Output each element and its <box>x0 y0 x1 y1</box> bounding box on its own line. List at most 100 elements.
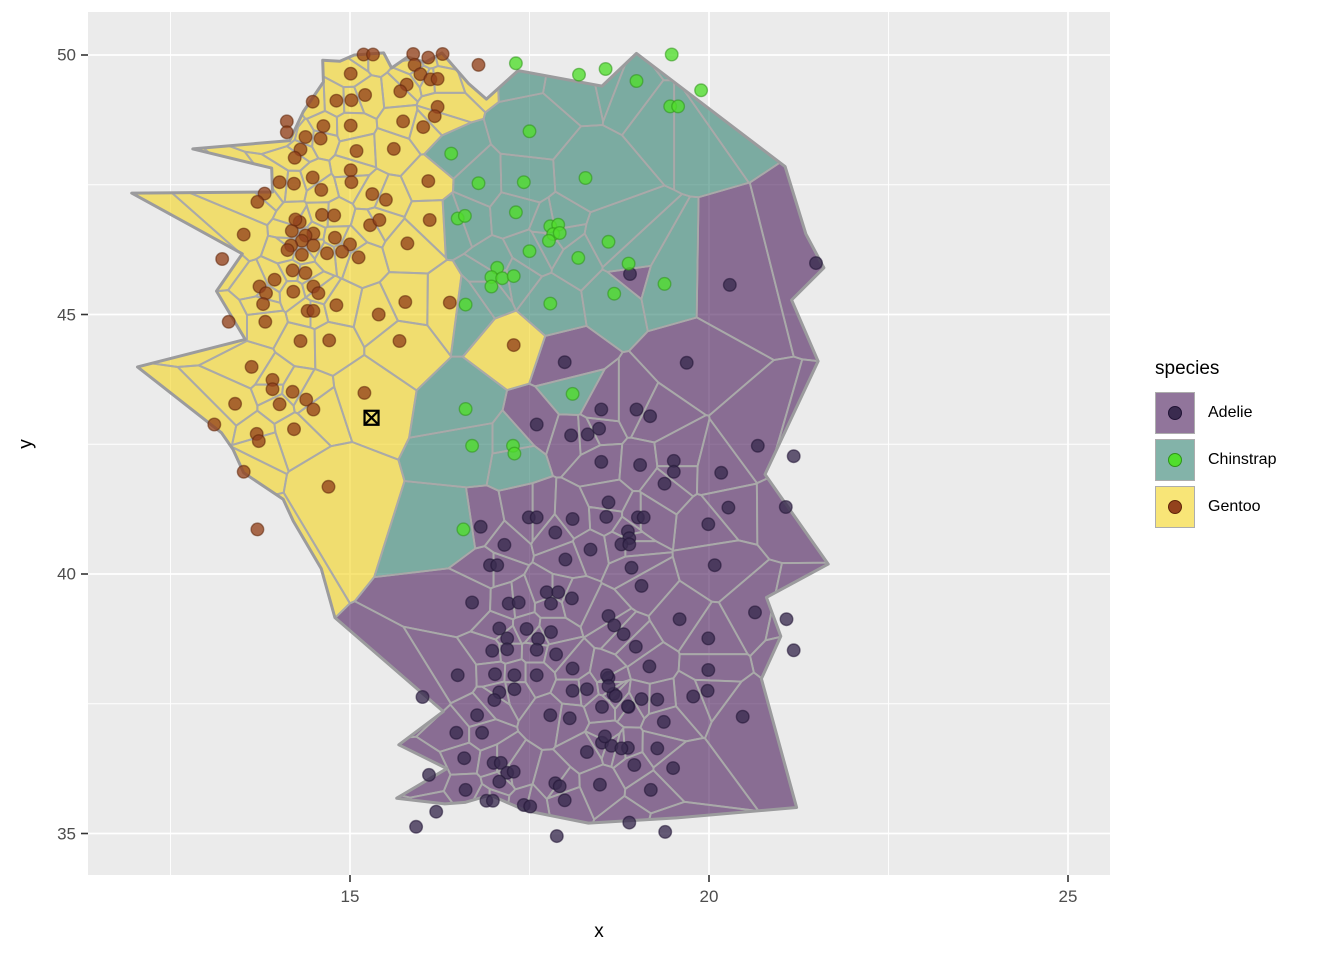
data-point <box>572 67 587 82</box>
data-point <box>272 175 287 190</box>
data-point <box>565 386 580 401</box>
legend-label-chinstrap: Chinstrap <box>1208 451 1277 468</box>
data-point <box>250 522 265 537</box>
data-point <box>506 764 521 779</box>
data-point <box>487 693 502 708</box>
data-point <box>786 449 801 464</box>
data-point <box>256 297 271 312</box>
data-point <box>449 725 464 740</box>
data-point <box>457 208 472 223</box>
data-point <box>735 709 750 724</box>
data-point <box>779 612 794 627</box>
data-point <box>551 585 566 600</box>
data-point <box>416 120 431 135</box>
data-point <box>543 296 558 311</box>
data-point <box>597 729 612 744</box>
data-point <box>322 333 337 348</box>
data-point <box>430 71 445 86</box>
data-point <box>393 84 408 99</box>
data-point <box>500 642 515 657</box>
data-point <box>592 777 607 792</box>
data-point <box>287 422 302 437</box>
y-axis-title: y <box>15 438 37 449</box>
y-tick-label: 45 <box>57 305 76 324</box>
data-point <box>458 402 473 417</box>
data-point <box>523 799 538 814</box>
data-point <box>598 62 613 77</box>
axis-ticks <box>81 54 1069 882</box>
data-point <box>335 244 350 259</box>
data-point <box>298 266 313 281</box>
data-point <box>565 683 580 698</box>
data-point <box>656 714 671 729</box>
data-point <box>365 187 380 202</box>
data-point <box>622 815 637 830</box>
data-point <box>207 417 222 432</box>
data-point <box>714 465 729 480</box>
data-point <box>628 639 643 654</box>
voronoi-cell <box>461 309 547 392</box>
y-tick-label: 50 <box>57 45 76 65</box>
data-point <box>471 176 486 191</box>
data-point <box>215 251 230 266</box>
data-point <box>543 708 558 723</box>
data-points <box>207 47 824 844</box>
data-point <box>228 396 243 411</box>
data-point <box>508 205 523 220</box>
data-point <box>548 525 563 540</box>
data-point <box>508 56 523 71</box>
data-point <box>366 47 381 62</box>
data-point <box>497 537 512 552</box>
data-point <box>809 256 824 271</box>
data-point <box>507 682 522 697</box>
data-point <box>657 476 672 491</box>
data-point <box>343 163 358 178</box>
data-point <box>633 458 648 473</box>
data-point <box>386 141 401 156</box>
data-point <box>629 73 644 88</box>
data-point <box>579 745 594 760</box>
data-point <box>701 631 716 646</box>
voronoi-cell <box>580 268 649 354</box>
legend-key-adelie <box>1155 392 1195 434</box>
data-point <box>516 175 531 190</box>
data-point <box>351 250 366 265</box>
data-point <box>298 129 313 144</box>
legend-title: species <box>1155 358 1220 379</box>
data-point <box>488 667 503 682</box>
data-point <box>378 192 393 207</box>
data-point <box>549 829 564 844</box>
data-point <box>458 297 473 312</box>
data-point <box>279 125 294 140</box>
voronoi-cell <box>485 444 554 492</box>
data-point <box>580 427 595 442</box>
data-point <box>485 643 500 658</box>
data-point <box>465 595 480 610</box>
x-tick-label: 20 <box>699 887 719 906</box>
data-point <box>679 355 694 370</box>
data-point <box>306 238 321 253</box>
data-point <box>529 642 544 657</box>
data-point <box>470 708 485 723</box>
data-point <box>396 114 411 129</box>
data-point <box>643 409 658 424</box>
data-point <box>492 621 507 636</box>
data-point <box>650 692 665 707</box>
data-point <box>529 510 544 525</box>
data-point <box>571 250 586 265</box>
data-point <box>666 464 681 479</box>
data-point <box>564 428 579 443</box>
legend-key-chinstrap <box>1155 439 1195 481</box>
x-tick-label: 15 <box>340 887 360 906</box>
voronoi-cell <box>363 319 453 392</box>
data-point <box>422 767 437 782</box>
data-point <box>608 689 623 704</box>
data-point <box>616 627 631 642</box>
data-point <box>664 47 679 62</box>
data-point <box>284 223 299 238</box>
data-point <box>594 402 609 417</box>
data-point <box>285 263 300 278</box>
data-point <box>507 668 522 683</box>
